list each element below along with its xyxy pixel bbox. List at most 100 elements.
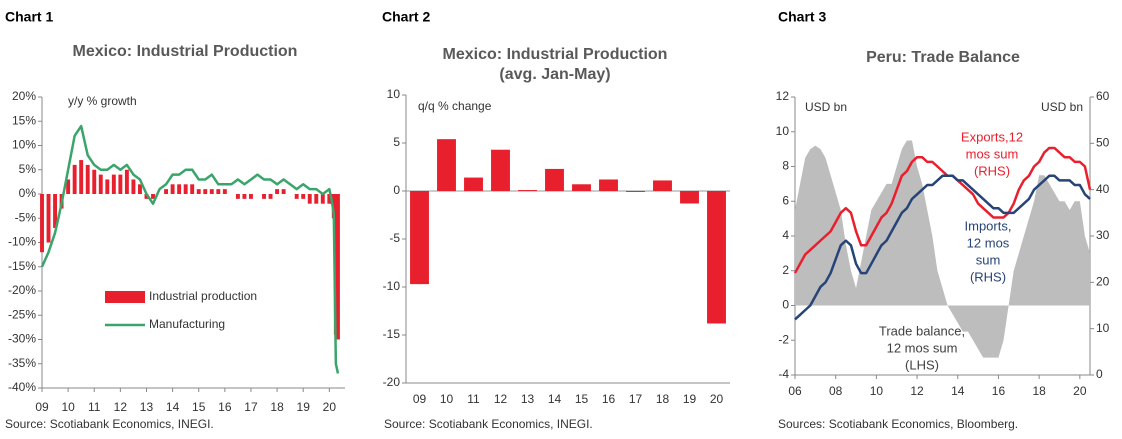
bar: [177, 184, 182, 194]
x-tick-label: 09: [35, 400, 49, 414]
y-tick-label: -2: [778, 332, 789, 346]
y-tick-label: 15%: [12, 113, 36, 127]
y-tick-label: 10%: [12, 138, 36, 152]
x-tick-label: 20: [710, 392, 724, 406]
bar: [333, 194, 338, 335]
y-tick-label: 0: [782, 298, 789, 312]
annotation: q/q % change: [418, 99, 492, 113]
series-label: sum: [976, 252, 1001, 267]
y2-tick-label: 0: [1096, 367, 1103, 381]
y-tick-label: -10: [383, 279, 401, 293]
y-tick-label: 6: [782, 193, 789, 207]
bar: [190, 184, 195, 194]
x-tick-label: 08: [829, 384, 843, 398]
y-tick-label: -20%: [8, 283, 36, 297]
legend-label: Manufacturing: [149, 317, 225, 331]
bar: [170, 184, 175, 194]
bar: [72, 164, 77, 194]
x-tick-label: 12: [910, 384, 924, 398]
bar: [118, 174, 123, 194]
x-tick-label: 18: [270, 400, 284, 414]
bar: [275, 189, 280, 194]
x-tick-label: 11: [88, 400, 101, 414]
bar: [437, 139, 456, 191]
bar: [79, 160, 84, 194]
series-label: (RHS): [974, 163, 1010, 178]
series-label: (LHS): [905, 357, 939, 372]
x-tick-label: 12: [114, 400, 128, 414]
series-label: 12 mos sum: [887, 340, 958, 355]
chart-title: Peru: Trade Balance: [866, 49, 1020, 66]
y2-tick-label: 30: [1096, 228, 1110, 242]
bar: [464, 177, 483, 191]
y2-tick-label: 40: [1096, 182, 1110, 196]
x-tick-label: 10: [870, 384, 884, 398]
x-tick-label: 13: [521, 392, 535, 406]
y-tick-label: -25%: [8, 307, 36, 321]
x-tick-label: 14: [548, 392, 562, 406]
source: Source: Scotiabank Economics, INEGI.: [5, 417, 214, 431]
x-tick-label: 19: [297, 400, 311, 414]
bar: [209, 189, 214, 194]
bar: [111, 174, 116, 194]
y-tick-label: -10%: [8, 235, 36, 249]
bar: [85, 164, 90, 194]
y-tick-label: 8: [782, 159, 789, 173]
y-tick-label: 0: [393, 183, 400, 197]
x-tick-label: 16: [218, 400, 232, 414]
y-tick-label: -5%: [15, 210, 37, 224]
y2-tick-label: 50: [1096, 136, 1110, 150]
bar: [320, 194, 325, 204]
y2-tick-label: 10: [1096, 321, 1110, 335]
y-tick-label: -40%: [8, 380, 36, 394]
x-tick-label: 12: [494, 392, 508, 406]
bar: [268, 194, 273, 199]
panel-label: Chart 2: [382, 9, 430, 25]
bar: [164, 189, 169, 194]
bar: [222, 189, 227, 194]
x-tick-label: 16: [992, 384, 1006, 398]
legend-swatch: [105, 291, 145, 303]
bar: [294, 194, 299, 199]
line: [793, 146, 1092, 274]
bar: [518, 190, 537, 191]
legend-label: Industrial production: [149, 289, 257, 303]
annotation: USD bn: [805, 100, 847, 114]
series-label: Trade balance,: [879, 323, 965, 338]
y-tick-label: 12: [776, 89, 790, 103]
series-label: mos sum: [966, 146, 1019, 161]
panel-label: Chart 1: [5, 9, 53, 25]
bar: [242, 194, 247, 199]
line: [40, 124, 340, 374]
y2-tick-label: 20: [1096, 275, 1110, 289]
bar: [183, 184, 188, 194]
bar: [572, 184, 591, 191]
series-label: (RHS): [970, 269, 1006, 284]
series-label: 12 mos: [967, 235, 1010, 250]
x-tick-label: 13: [140, 400, 154, 414]
bar: [124, 169, 129, 194]
bar: [144, 194, 149, 199]
bar: [98, 174, 103, 194]
x-tick-label: 10: [61, 400, 75, 414]
y-tick-label: 4: [782, 228, 789, 242]
y-tick-label: 10: [387, 87, 401, 101]
bar: [249, 194, 253, 199]
bar: [216, 189, 221, 194]
y-tick-label: 5: [393, 135, 400, 149]
y-tick-label: -5: [389, 231, 400, 245]
series-label: Imports,: [965, 218, 1012, 233]
bar: [491, 149, 510, 191]
x-tick-label: 17: [244, 400, 258, 414]
bar: [262, 194, 266, 199]
bar: [66, 179, 71, 194]
bar: [335, 194, 340, 340]
y-tick-label: -4: [778, 367, 789, 381]
bar: [327, 194, 332, 204]
x-tick-label: 11: [467, 392, 480, 406]
y-tick-label: -30%: [8, 332, 36, 346]
bar: [137, 184, 142, 194]
chart-title: (avg. Jan-May): [499, 66, 610, 83]
